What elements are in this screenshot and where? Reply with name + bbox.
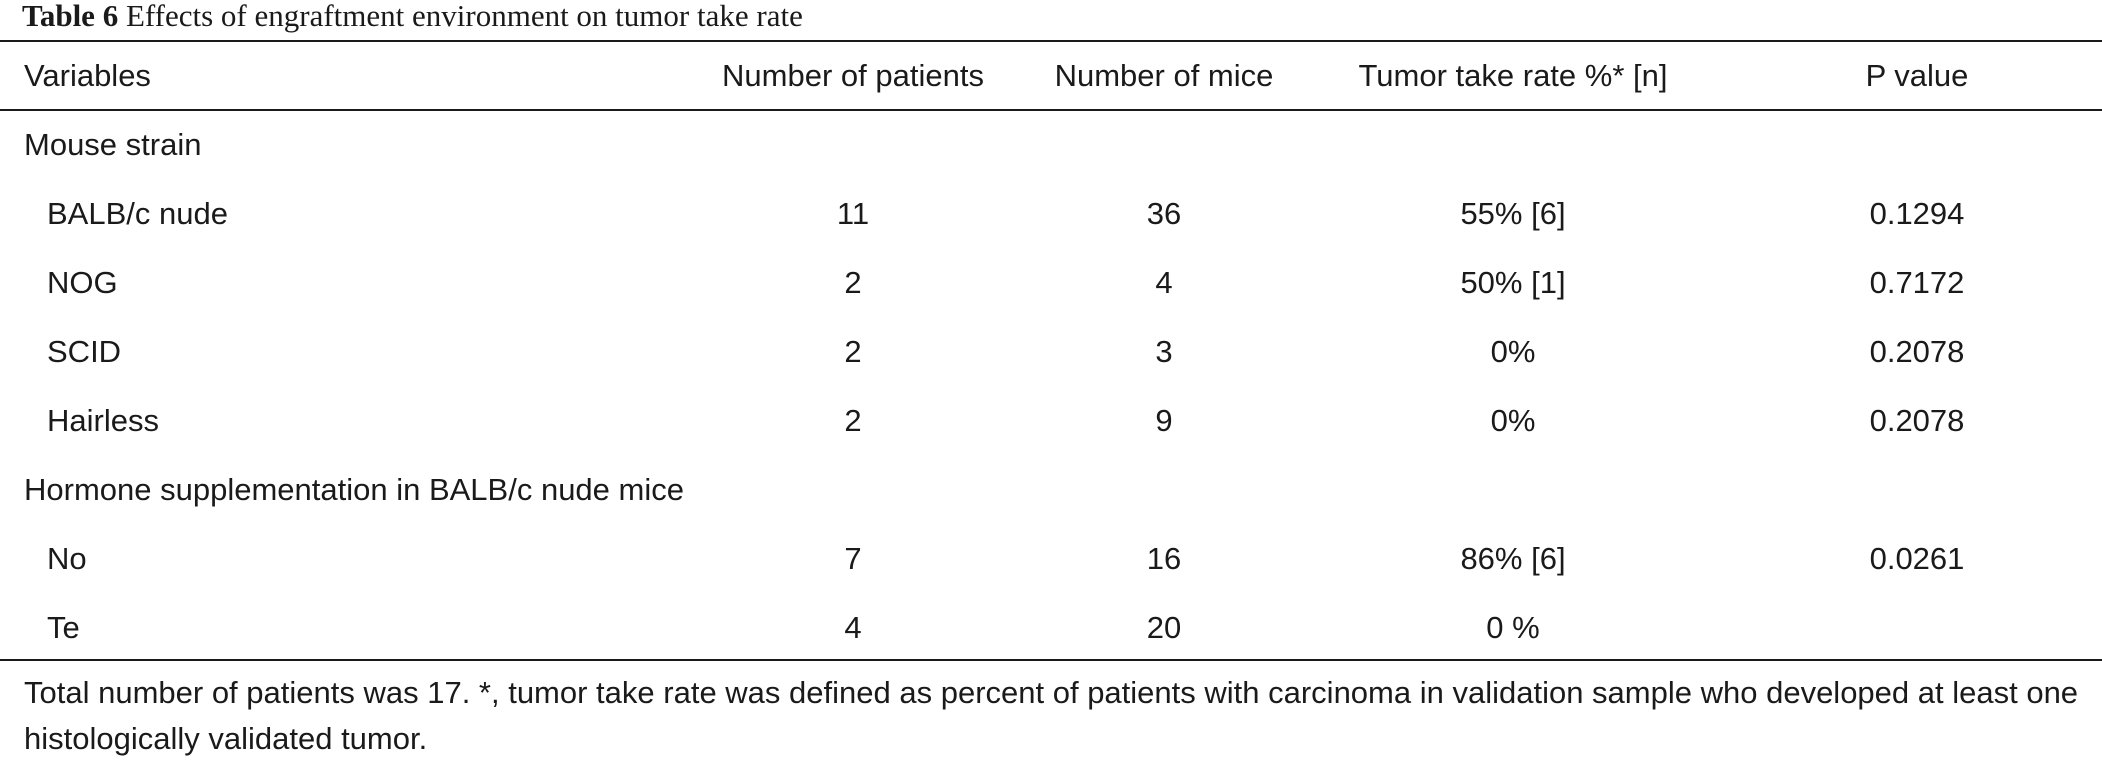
cell-take-rate: 0 % — [1486, 610, 1540, 645]
cell-take-rate: 0% — [1490, 403, 1536, 438]
cell-variable: BALB/c nude — [47, 196, 228, 231]
cell-take-rate: 86% [6] — [1460, 541, 1566, 576]
cell-p-value: 0.2078 — [1869, 403, 1965, 438]
cell-p-value: 0.0261 — [1869, 541, 1965, 576]
cell-mice: 20 — [1146, 610, 1182, 645]
cell-patients: 2 — [844, 403, 862, 438]
cell-variable: Te — [47, 610, 80, 645]
header-rule — [0, 109, 2102, 111]
cell-take-rate: 55% [6] — [1460, 196, 1566, 231]
cell-mice: 4 — [1155, 265, 1173, 300]
cell-patients: 2 — [844, 334, 862, 369]
cell-variable: SCID — [47, 334, 122, 369]
cell-p-value: 0.2078 — [1869, 334, 1965, 369]
bottom-rule — [0, 659, 2102, 661]
cell-variable: Hairless — [47, 403, 159, 438]
cell-patients: 4 — [844, 610, 862, 645]
caption-label: Table 6 — [22, 0, 119, 33]
cell-variable: No — [47, 541, 87, 576]
cell-patients: 2 — [844, 265, 862, 300]
cell-mice: 9 — [1155, 403, 1173, 438]
cell-mice: 36 — [1146, 196, 1182, 231]
header-patients: Number of patients — [722, 58, 984, 93]
header-variables: Variables — [24, 58, 151, 93]
cell-p-value: 0.7172 — [1869, 265, 1965, 300]
cell-mice: 16 — [1146, 541, 1182, 576]
caption-text: Effects of engraftment environment on tu… — [125, 0, 803, 33]
cell-variable: NOG — [47, 265, 118, 300]
section-title: Mouse strain — [24, 127, 202, 162]
cell-p-value: 0.1294 — [1869, 196, 1965, 231]
cell-mice: 3 — [1155, 334, 1173, 369]
section-title: Hormone supplementation in BALB/c nude m… — [24, 472, 684, 507]
table-footnote: Total number of patients was 17. *, tumo… — [24, 675, 2079, 756]
header-take-rate: Tumor take rate %* [n] — [1358, 58, 1668, 93]
cell-patients: 7 — [844, 541, 862, 576]
top-rule — [0, 40, 2102, 42]
table-caption: Table 6 Effects of engraftment environme… — [22, 0, 803, 36]
header-mice: Number of mice — [1054, 58, 1274, 93]
cell-take-rate: 0% — [1490, 334, 1536, 369]
header-p-value: P value — [1865, 58, 1969, 93]
cell-patients: 11 — [836, 196, 870, 231]
cell-take-rate: 50% [1] — [1460, 265, 1566, 300]
